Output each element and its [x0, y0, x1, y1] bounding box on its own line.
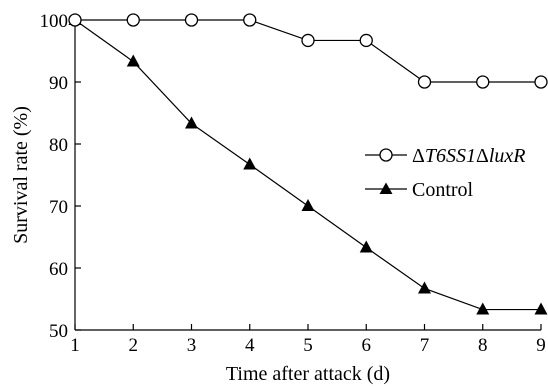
data-point-circle	[359, 33, 373, 48]
data-point-triangle	[534, 302, 548, 315]
y-ticks: 50 60 70 80 90 100	[40, 11, 81, 342]
legend-label-mutant: ΔT6SS1ΔluxR	[412, 145, 526, 167]
data-point-circle	[243, 13, 257, 27]
x-ticks: 1 2 3 4 5 6 7 8 9	[70, 324, 546, 356]
y-tick-label: 90	[49, 73, 68, 94]
x-tick-label: 1	[70, 335, 80, 356]
data-point-circle	[126, 13, 140, 27]
y-tick-label: 70	[49, 197, 68, 218]
y-tick-label: 80	[49, 135, 68, 156]
data-point-triangle	[301, 199, 315, 211]
x-tick-label: 2	[129, 335, 139, 356]
x-tick-label: 3	[187, 335, 197, 356]
legend-item-control: Control	[365, 179, 474, 201]
data-point-circle	[184, 13, 199, 27]
y-axis-title: Survival rate (%)	[10, 106, 32, 244]
legend-delta-2: Δ	[476, 145, 489, 167]
legend-gene-1: T6SS1	[425, 145, 476, 167]
data-point-triangle	[126, 54, 140, 67]
x-tick-label: 4	[245, 335, 255, 356]
data-point-circle	[534, 75, 548, 89]
y-tick-label: 50	[49, 321, 68, 342]
axes	[74, 20, 541, 331]
legend-marker-circle	[379, 148, 393, 162]
y-tick-label: 100	[40, 11, 69, 32]
series-layer	[68, 13, 548, 315]
x-tick-label: 9	[536, 335, 546, 356]
series-line-0	[75, 19, 541, 83]
y-tick-label: 60	[49, 259, 68, 280]
data-point-triangle	[359, 240, 373, 253]
x-tick-label: 6	[362, 335, 372, 356]
data-point-triangle	[243, 157, 257, 170]
data-point-triangle	[185, 116, 198, 129]
x-tick-label: 7	[420, 335, 430, 356]
legend-item-mutant: ΔT6SS1ΔluxR	[365, 145, 526, 167]
data-point-circle	[68, 13, 82, 27]
data-point-circle	[417, 75, 432, 89]
legend-delta-1: Δ	[412, 145, 425, 167]
legend-label-control: Control	[412, 179, 474, 201]
x-tick-label: 8	[478, 335, 488, 356]
data-point-circle	[476, 75, 490, 89]
legend-marker-triangle	[379, 182, 393, 194]
legend: ΔT6SS1ΔluxR Control	[365, 145, 526, 201]
data-point-triangle	[418, 281, 431, 294]
x-tick-label: 5	[303, 335, 313, 356]
data-point-triangle	[476, 302, 490, 315]
legend-gene-2: luxR	[489, 145, 526, 167]
x-axis-title: Time after attack (d)	[226, 363, 390, 385]
data-point-circle	[301, 33, 315, 48]
